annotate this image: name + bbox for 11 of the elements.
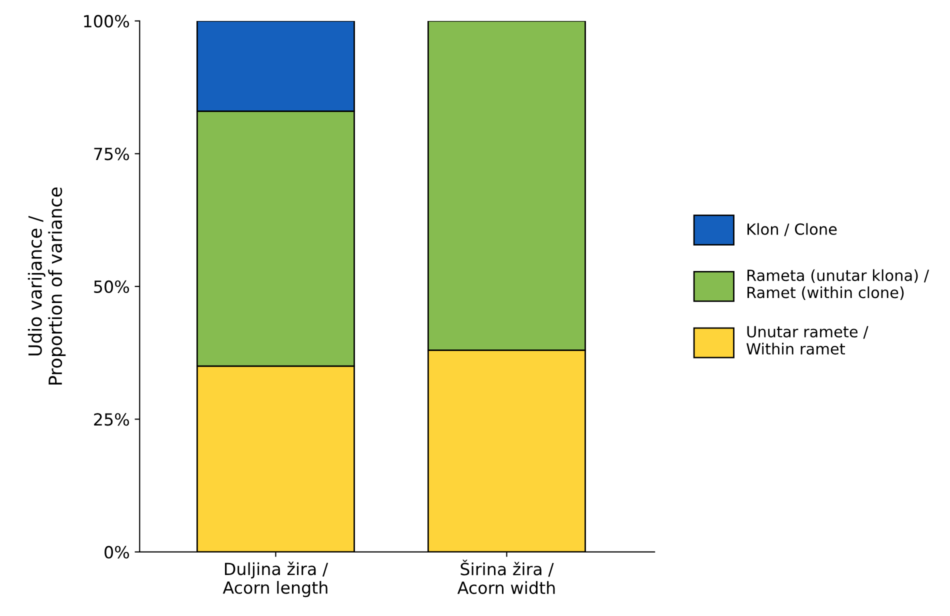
y-tick-label: 25%	[94, 413, 130, 426]
x-tick-label: Širina žira / Acorn width	[457, 560, 555, 594]
x-tick-label: Duljina žira / Acorn length	[222, 562, 328, 598]
y-tick-label: 0%	[104, 546, 130, 559]
legend-label: Rameta (unutar klona) / Ramet (within clone)	[747, 269, 930, 300]
y-tick-label: 50%	[94, 280, 130, 294]
y-tick-label: 75%	[94, 148, 130, 160]
y-tick-label: 100%	[84, 14, 130, 28]
y-axis-title: Udio varijance / Proportion of variance	[28, 188, 66, 385]
legend-label: Klon / Clone	[747, 223, 837, 236]
legend-label: Unutar ramete / Within ramet	[746, 326, 868, 355]
